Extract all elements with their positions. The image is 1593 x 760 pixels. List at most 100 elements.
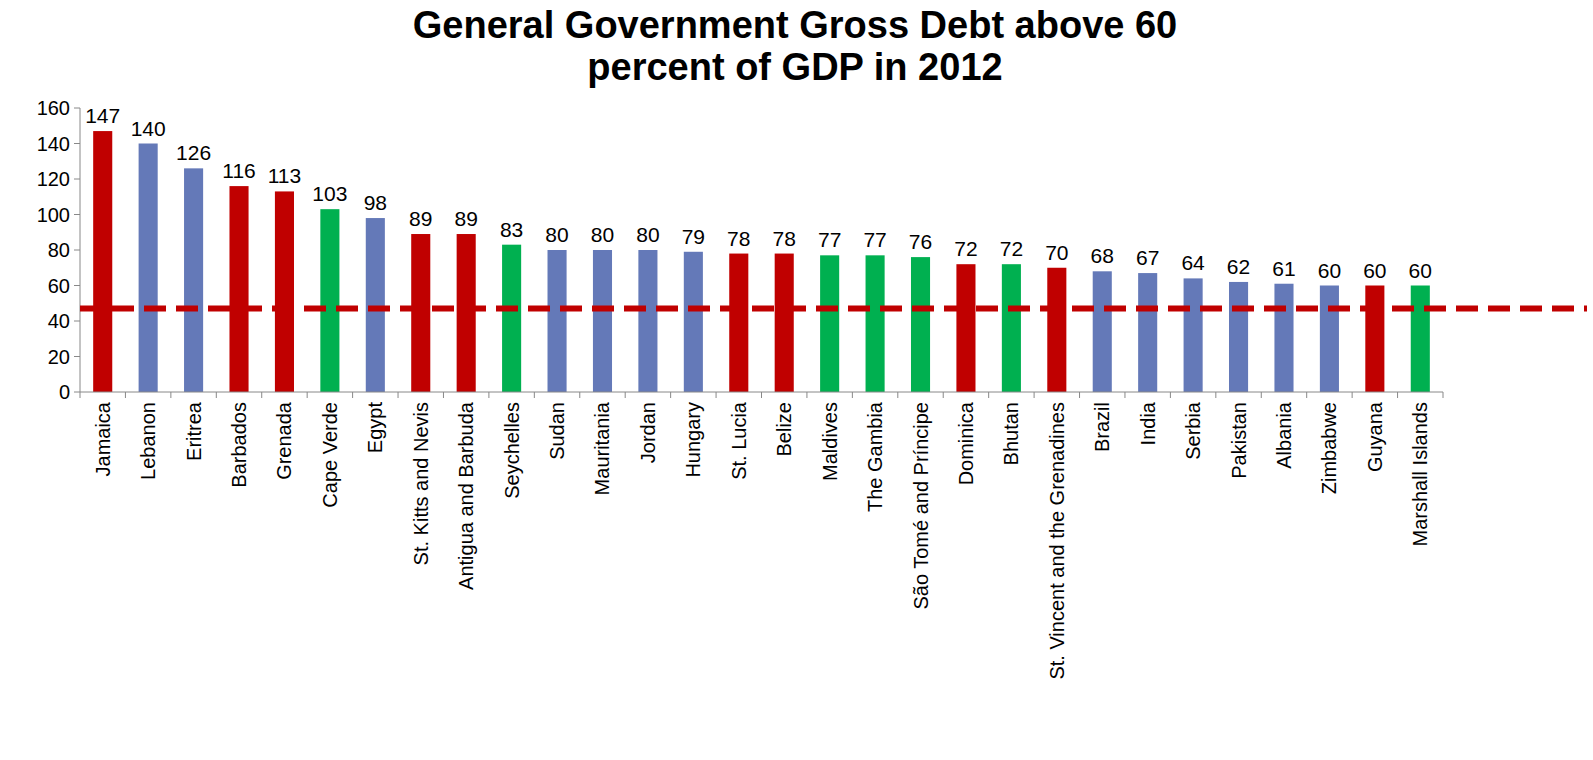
- x-tick: [988, 392, 989, 398]
- x-tick: [170, 392, 171, 398]
- x-tick-label: Lebanon: [137, 402, 159, 480]
- y-tick: [74, 392, 80, 393]
- x-tick-label: Cape Verde: [319, 402, 341, 508]
- y-tick-label: 160: [37, 97, 70, 119]
- x-tick-label: Egypt: [364, 402, 386, 454]
- y-tick: [74, 108, 80, 109]
- data-label: 89: [455, 207, 478, 230]
- x-tick-label: Marshall Islands: [1409, 402, 1431, 547]
- x-tick-label: St. Kitts and Nevis: [410, 402, 432, 565]
- x-tick-label: Maldives: [819, 402, 841, 481]
- data-label: 80: [636, 223, 659, 246]
- data-label: 67: [1136, 246, 1159, 269]
- x-tick: [398, 392, 399, 398]
- x-tick-label: Albania: [1273, 401, 1295, 469]
- x-tick: [1079, 392, 1080, 398]
- x-tick: [1352, 392, 1353, 398]
- bar: [139, 144, 158, 393]
- data-label: 77: [818, 228, 841, 251]
- x-tick: [716, 392, 717, 398]
- x-tick: [1397, 392, 1398, 398]
- x-tick-label: Zimbabwe: [1318, 402, 1340, 494]
- chart: General Government Gross Debt above 60pe…: [0, 0, 1593, 760]
- x-tick: [443, 392, 444, 398]
- bar: [1365, 286, 1384, 393]
- bar: [956, 264, 975, 392]
- bar: [457, 234, 476, 392]
- data-label: 89: [409, 207, 432, 230]
- x-tick: [1306, 392, 1307, 398]
- x-tick: [1443, 392, 1444, 398]
- x-tick: [625, 392, 626, 398]
- bar: [593, 250, 612, 392]
- data-label: 72: [1000, 237, 1023, 260]
- x-tick-label: St. Lucia: [728, 401, 750, 480]
- y-tick: [74, 356, 80, 357]
- x-tick-label: Guyana: [1364, 401, 1386, 472]
- y-tick: [74, 179, 80, 180]
- x-tick: [761, 392, 762, 398]
- x-tick: [806, 392, 807, 398]
- data-label: 83: [500, 218, 523, 241]
- x-tick-label: São Tomé and Príncipe: [910, 402, 932, 610]
- title: General Government Gross Debt above 60pe…: [413, 4, 1178, 88]
- x-tick-label: Brazil: [1091, 402, 1113, 452]
- y-tick: [74, 321, 80, 322]
- y-tick-label: 100: [37, 204, 70, 226]
- bar: [275, 191, 294, 392]
- x-tick: [261, 392, 262, 398]
- bar: [729, 254, 748, 392]
- x-tick-label: Grenada: [273, 401, 295, 480]
- y-tick: [74, 250, 80, 251]
- x-tick-label: Serbia: [1182, 401, 1204, 460]
- data-label: 140: [131, 117, 166, 140]
- bar: [1274, 284, 1293, 392]
- x-tick-label: Pakistan: [1228, 402, 1250, 479]
- data-label: 147: [85, 104, 120, 127]
- bar: [1320, 286, 1339, 393]
- bar: [1047, 268, 1066, 392]
- x-tick: [125, 392, 126, 398]
- data-label: 68: [1091, 244, 1114, 267]
- data-label: 113: [268, 164, 301, 187]
- data-label: 103: [312, 182, 347, 205]
- data-label: 78: [727, 227, 750, 250]
- bar: [229, 186, 248, 392]
- bars: [93, 131, 1430, 392]
- data-label: 72: [954, 237, 977, 260]
- data-label: 76: [909, 230, 932, 253]
- x-tick-label: Jordan: [637, 402, 659, 463]
- bar: [1411, 286, 1430, 393]
- x-tick: [216, 392, 217, 398]
- x-tick: [488, 392, 489, 398]
- y-tick-label: 60: [48, 275, 70, 297]
- bar: [1002, 264, 1021, 392]
- x-tick: [80, 392, 81, 398]
- x-tick: [534, 392, 535, 398]
- x-tick-label: The Gambia: [864, 401, 886, 512]
- x-tick-label: Bhutan: [1000, 402, 1022, 465]
- bar: [184, 168, 203, 392]
- x-tick-label: Mauritania: [591, 401, 613, 495]
- y-tick: [74, 143, 80, 144]
- x-tick: [307, 392, 308, 398]
- x-tick-label: Dominica: [955, 401, 977, 485]
- x-tick-label: St. Vincent and the Grenadines: [1046, 402, 1068, 680]
- bar: [93, 131, 112, 392]
- y-tick-label: 140: [37, 133, 70, 155]
- x-tick-label: Hungary: [682, 402, 704, 478]
- bar: [1229, 282, 1248, 392]
- y-tick-label: 120: [37, 168, 70, 190]
- x-tick-label: Barbados: [228, 402, 250, 488]
- bar: [911, 257, 930, 392]
- x-tick: [1170, 392, 1171, 398]
- x-tick-label: Sudan: [546, 402, 568, 460]
- data-label: 60: [1318, 259, 1341, 282]
- y-tick-label: 40: [48, 310, 70, 332]
- y-tick-label: 80: [48, 239, 70, 261]
- bar: [866, 255, 885, 392]
- y-tick: [74, 214, 80, 215]
- bar: [684, 252, 703, 392]
- data-label: 70: [1045, 241, 1068, 264]
- data-label: 60: [1363, 259, 1386, 282]
